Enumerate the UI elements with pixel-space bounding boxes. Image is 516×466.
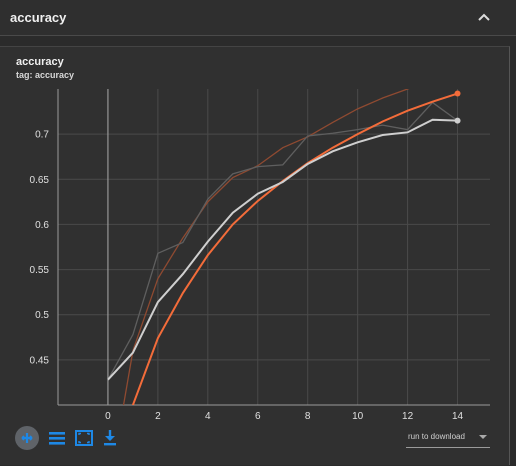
chart-title: accuracy: [16, 56, 64, 68]
x-tick-label: 8: [305, 411, 311, 422]
fit-domain-button[interactable]: [15, 426, 39, 450]
chart-tag: tag: accuracy: [16, 70, 75, 80]
download-icon: [104, 430, 116, 446]
series-line-3[interactable]: [107, 101, 458, 381]
chevron-down-icon: [479, 435, 487, 439]
x-tick-label: 2: [155, 411, 161, 422]
x-tick-label: 12: [402, 411, 414, 422]
y-tick-label: 0.65: [30, 175, 50, 186]
accuracy-chart[interactable]: 0 2 4 6 8 10 12 14 0.45 0.5 0.55 0.6 0.65 0.7: [0, 47, 510, 466]
series-line-1[interactable]: [108, 69, 458, 466]
y-tick-label: 0.55: [30, 265, 50, 276]
x-tick-label: 14: [452, 411, 464, 422]
series-end-marker-0[interactable]: [454, 90, 461, 97]
fit-domain-icon: [15, 426, 39, 450]
fullscreen-icon: [75, 430, 93, 446]
run-to-download-select[interactable]: run to download: [406, 427, 490, 448]
y-tick-label: 0.7: [35, 130, 49, 141]
series-end-marker-2[interactable]: [454, 117, 461, 124]
collapse-button[interactable]: [474, 8, 494, 28]
series-line-2[interactable]: [107, 118, 458, 381]
x-tick-label: 6: [255, 411, 261, 422]
scalar-card: 0 2 4 6 8 10 12 14 0.45 0.5 0.55 0.6 0.65 0.7 accurac…: [0, 46, 510, 465]
download-button[interactable]: [99, 427, 121, 449]
x-tick-label: 10: [352, 411, 364, 422]
run-select-label: run to download: [408, 432, 465, 441]
x-tick-label: 0: [105, 411, 111, 422]
expand-button[interactable]: [73, 427, 95, 449]
y-tick-label: 0.5: [35, 310, 49, 321]
y-tick-label: 0.6: [35, 220, 49, 231]
panel-header[interactable]: accuracy: [0, 0, 516, 36]
list-icon: [49, 432, 65, 445]
x-tick-label: 4: [205, 411, 211, 422]
chevron-up-icon: [478, 13, 490, 21]
y-tick-label: 0.45: [30, 355, 50, 366]
log-scale-button[interactable]: [46, 427, 68, 449]
panel-title: accuracy: [10, 10, 67, 25]
